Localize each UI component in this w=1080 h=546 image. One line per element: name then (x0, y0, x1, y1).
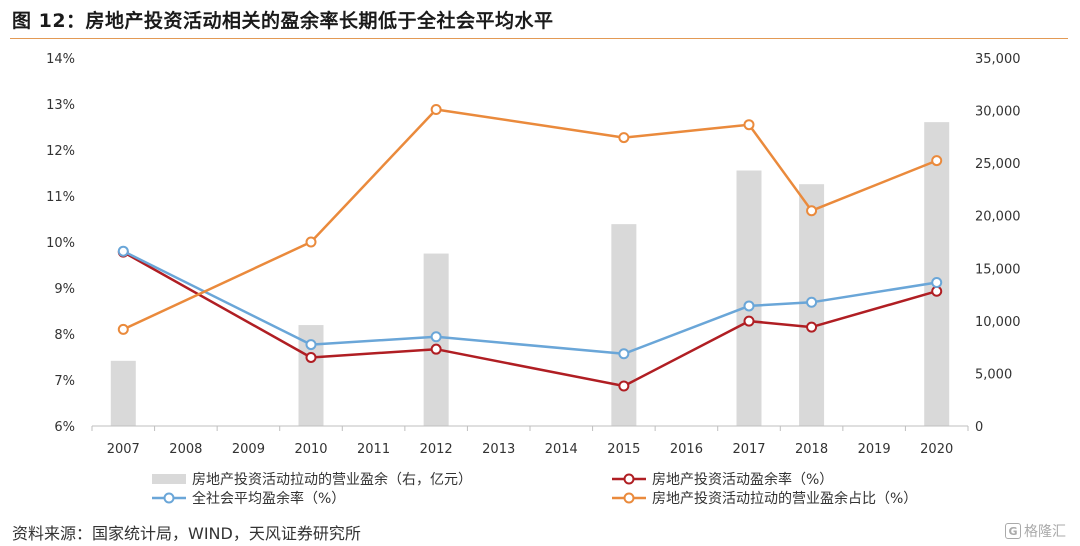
line-marker (430, 343, 442, 355)
line-marker (117, 323, 129, 335)
line-marker (618, 132, 630, 144)
y-right-tick-label: 10,000 (975, 315, 1021, 330)
title-divider (10, 38, 1068, 39)
legend-marker (623, 473, 635, 485)
line-marker (305, 236, 317, 248)
y-left-tick-label: 9% (54, 282, 75, 297)
logo-icon: G (1005, 523, 1021, 539)
x-tick-label: 2013 (482, 442, 515, 457)
y-right-tick-label: 5,000 (975, 367, 1012, 382)
legend-marker (623, 492, 635, 504)
x-tick-label: 2014 (545, 442, 578, 457)
line-marker (806, 296, 818, 308)
line-marker (743, 315, 755, 327)
line-marker (305, 339, 317, 351)
watermark-logo: G 格隆汇 (1005, 521, 1066, 541)
x-tick-label: 2017 (732, 442, 765, 457)
x-tick-label: 2009 (232, 442, 265, 457)
line-marker (117, 245, 129, 257)
y-right-tick-label: 30,000 (975, 105, 1021, 120)
line-marker (931, 155, 943, 167)
x-tick-label: 2020 (920, 442, 953, 457)
y-right-tick-label: 20,000 (975, 210, 1021, 225)
source-note: 资料来源：国家统计局，WIND，天风证券研究所 (12, 524, 361, 543)
bar-2020 (924, 122, 950, 426)
line-marker (931, 285, 943, 297)
y-right-tick-label: 0 (975, 420, 983, 435)
line-marker (305, 351, 317, 363)
y-right-tick-label: 35,000 (975, 52, 1021, 67)
x-tick-label: 2010 (294, 442, 327, 457)
line-marker (806, 205, 818, 217)
legend-marker (163, 492, 175, 504)
bar-2015 (611, 224, 637, 426)
legend-swatch (152, 474, 186, 484)
bar-2007 (110, 360, 136, 426)
legend-label: 房地产投资活动盈余率（%） (652, 471, 833, 488)
line-marker (743, 300, 755, 312)
y-right-tick-label: 15,000 (975, 262, 1021, 277)
x-tick-label: 2015 (607, 442, 640, 457)
y-left-tick-label: 11% (46, 190, 75, 205)
line-marker (618, 380, 630, 392)
line-marker (806, 321, 818, 333)
line-marker (430, 331, 442, 343)
line-marker (430, 104, 442, 116)
x-tick-label: 2007 (107, 442, 140, 457)
figure-title: 图 12：房地产投资活动相关的盈余率长期低于全社会平均水平 (12, 10, 554, 32)
bar-2017 (736, 170, 762, 426)
legend-label: 全社会平均盈余率（%） (192, 490, 345, 507)
x-tick-label: 2018 (795, 442, 828, 457)
legend-label: 房地产投资活动拉动的营业盈余（右，亿元） (192, 471, 472, 488)
y-left-tick-label: 6% (54, 420, 75, 435)
y-left-tick-label: 10% (46, 236, 75, 251)
x-tick-label: 2012 (420, 442, 453, 457)
y-left-tick-label: 7% (54, 374, 75, 389)
legend-label: 房地产投资活动拉动的营业盈余占比（%） (652, 490, 917, 507)
y-right-tick-label: 25,000 (975, 157, 1021, 172)
x-tick-label: 2008 (169, 442, 202, 457)
x-tick-label: 2016 (670, 442, 703, 457)
line-marker (931, 276, 943, 288)
x-tick-label: 2019 (858, 442, 891, 457)
y-left-tick-label: 8% (54, 328, 75, 343)
line-marker (743, 119, 755, 131)
y-left-tick-label: 14% (46, 52, 75, 67)
y-left-tick-label: 13% (46, 98, 75, 113)
line-marker (618, 348, 630, 360)
y-left-tick-label: 12% (46, 144, 75, 159)
logo-text: 格隆汇 (1024, 524, 1066, 540)
x-tick-label: 2011 (357, 442, 390, 457)
